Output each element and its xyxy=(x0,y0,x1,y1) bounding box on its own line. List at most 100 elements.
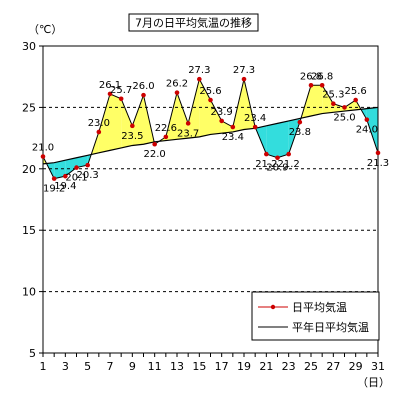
fill-segment xyxy=(65,157,77,177)
x-tick-label: 19 xyxy=(237,360,251,373)
fill-segment xyxy=(344,100,356,112)
data-point xyxy=(96,129,102,135)
y-axis-unit: （℃） xyxy=(28,23,62,36)
fill-segment xyxy=(221,120,233,134)
fill-segment xyxy=(333,103,345,113)
data-label: 21.2 xyxy=(255,159,277,170)
data-label: 26.0 xyxy=(132,81,154,92)
data-point xyxy=(174,90,180,95)
y-tick-label: 20 xyxy=(22,163,36,176)
data-point xyxy=(197,76,202,82)
x-tick-label: 5 xyxy=(84,360,91,373)
fill-segment xyxy=(199,79,211,137)
fill-segment xyxy=(188,79,200,139)
data-label: 26.8 xyxy=(311,71,333,82)
x-axis-unit: （日） xyxy=(357,376,390,389)
x-tick-label: 7 xyxy=(107,360,114,373)
x-tick-label: 17 xyxy=(215,360,229,373)
data-label: 25.0 xyxy=(333,112,355,123)
data-label: 26.2 xyxy=(166,79,188,90)
data-point xyxy=(297,119,303,125)
x-tick-label: 13 xyxy=(170,360,184,373)
x-tick-label: 31 xyxy=(371,360,385,373)
fill-segment xyxy=(121,98,133,148)
data-label: 23.9 xyxy=(211,107,233,118)
y-tick-label: 25 xyxy=(22,101,36,114)
data-label: 23.4 xyxy=(244,113,266,124)
x-tick-label: 23 xyxy=(282,360,296,373)
data-points xyxy=(40,76,381,181)
data-label: 26.8 xyxy=(300,71,322,82)
fill-segment xyxy=(210,100,222,135)
normal-series-line xyxy=(42,106,379,165)
data-point xyxy=(275,155,280,161)
y-tick-label: 30 xyxy=(22,40,36,53)
y-tick-label: 15 xyxy=(22,224,36,237)
fill-segment xyxy=(110,93,122,151)
x-tick-label: 11 xyxy=(148,360,162,373)
data-point xyxy=(163,134,169,140)
data-labels: 21.0 19.219.420.120.3 23.0 26.125.7 23.5 26.0… xyxy=(32,65,389,194)
x-tick-label: 21 xyxy=(259,360,273,373)
data-point xyxy=(51,176,57,181)
x-tick-label: 3 xyxy=(62,360,69,373)
fill-segment xyxy=(366,107,378,153)
fill-segment xyxy=(311,85,323,116)
data-point xyxy=(241,76,247,82)
data-label: 19.4 xyxy=(54,181,76,192)
data-label: 20.3 xyxy=(77,170,99,181)
data-point xyxy=(219,118,224,124)
legend-actual-label: 日平均気温 xyxy=(292,300,347,314)
data-label: 24.0 xyxy=(356,125,378,136)
chart-title: 7月の日平均気温の推移 xyxy=(135,16,252,30)
data-point xyxy=(118,96,124,102)
data-point xyxy=(286,151,291,157)
fill-segment xyxy=(98,93,110,153)
data-label: 20.9 xyxy=(266,163,288,174)
data-point xyxy=(230,124,236,130)
data-point xyxy=(264,151,269,157)
x-tick-label: 25 xyxy=(304,360,318,373)
data-label: 21.3 xyxy=(367,158,389,169)
data-point xyxy=(107,91,113,97)
data-label: 25.3 xyxy=(322,90,344,101)
fill-segment xyxy=(54,160,66,179)
data-label: 23.0 xyxy=(88,118,110,129)
data-label: 25.6 xyxy=(345,86,367,97)
data-label: 23.8 xyxy=(289,127,311,138)
data-label: 22.6 xyxy=(155,123,177,134)
chart-title-box xyxy=(128,13,259,32)
legend-box xyxy=(251,291,380,341)
data-point xyxy=(152,141,157,147)
y-tick-label: 5 xyxy=(29,347,36,360)
fill-segment xyxy=(266,123,278,158)
data-label: 20.1 xyxy=(65,173,87,184)
data-label: 27.3 xyxy=(233,65,255,76)
data-point xyxy=(364,117,370,122)
data-label: 23.5 xyxy=(121,131,143,142)
data-point xyxy=(40,154,46,159)
data-point xyxy=(342,105,347,110)
x-tick-label: 15 xyxy=(192,360,206,373)
data-label: 23.7 xyxy=(177,128,199,139)
x-tick-label: 9 xyxy=(129,360,136,373)
data-point xyxy=(319,82,325,88)
y-tick-labels: 5 10 15 20 25 30 xyxy=(22,40,36,360)
data-point xyxy=(308,82,314,88)
x-tick-label: 27 xyxy=(326,360,340,373)
legend: 日平均気温 平年日平均気温 xyxy=(251,291,380,341)
y-tick-label: 10 xyxy=(22,286,36,299)
data-label: 22.0 xyxy=(144,149,166,160)
fill-segment xyxy=(76,155,88,168)
axes xyxy=(39,45,379,357)
data-point xyxy=(63,173,68,179)
data-label: 19.2 xyxy=(43,184,65,195)
data-point xyxy=(208,97,213,103)
legend-actual-marker xyxy=(270,304,276,310)
data-point xyxy=(74,165,79,170)
data-point xyxy=(185,121,191,126)
x-tick-label: 1 xyxy=(40,360,47,373)
data-label: 21.0 xyxy=(32,143,54,154)
data-label: 27.3 xyxy=(188,65,210,76)
